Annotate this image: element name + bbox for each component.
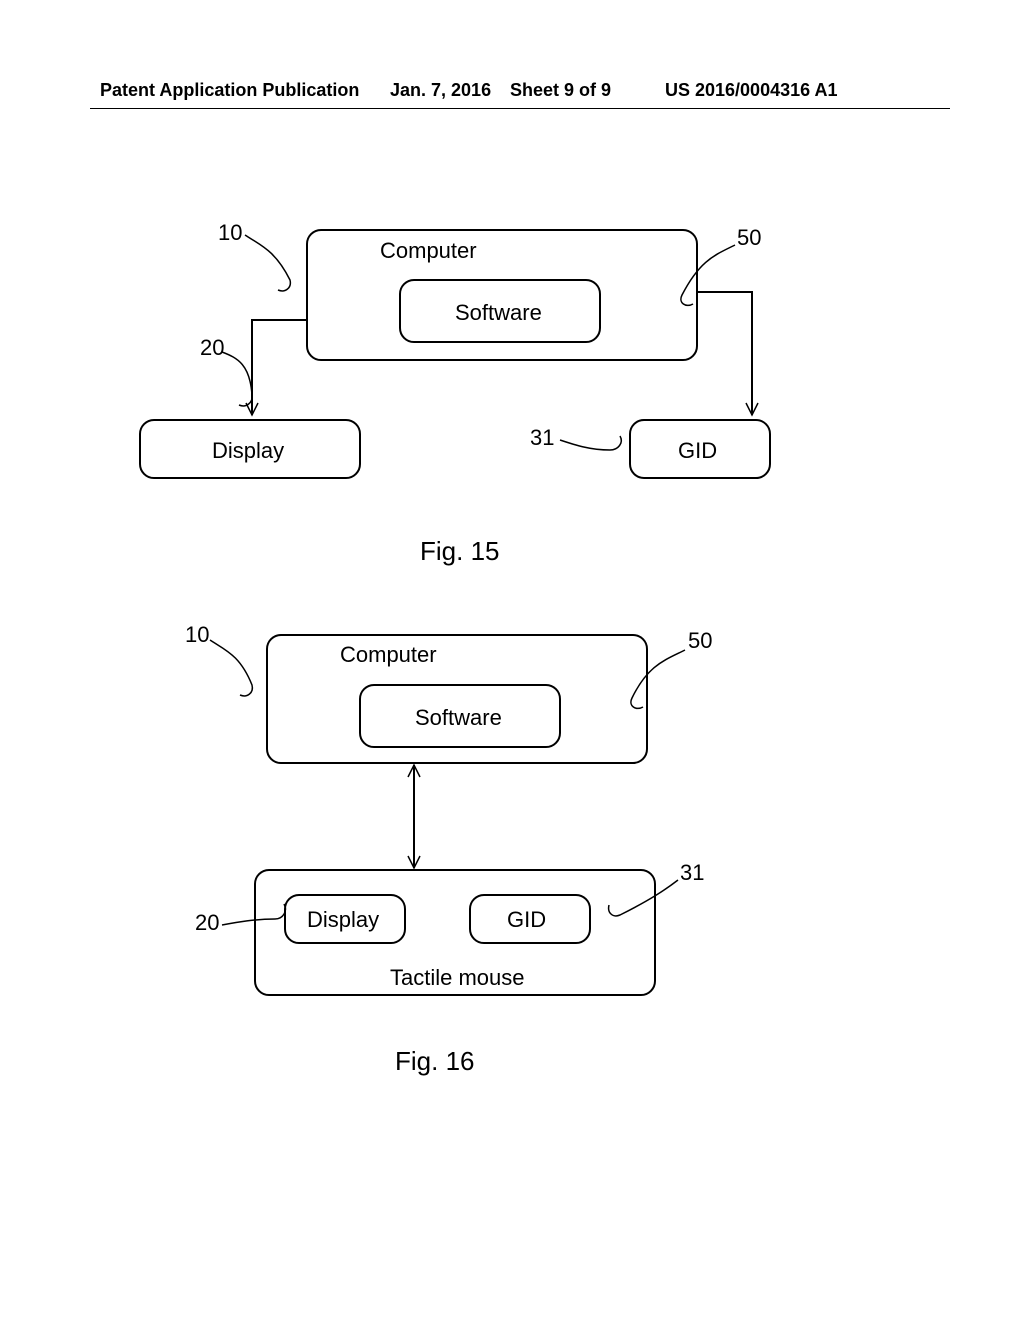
fig16-tactile-mouse-label: Tactile mouse (390, 965, 525, 990)
fig16-computer-box (267, 635, 647, 763)
fig15-arrow-to-display (252, 320, 307, 415)
fig16-computer-label: Computer (340, 642, 437, 667)
fig15-leader-10 (245, 235, 290, 291)
fig16-ref-10: 10 (185, 622, 209, 647)
fig16-display-label: Display (307, 907, 379, 932)
fig16-leader-10 (210, 640, 252, 696)
fig16-leader-31 (609, 880, 678, 916)
fig15-leader-20 (222, 352, 252, 406)
fig16-ref-31: 31 (680, 860, 704, 885)
fig16-leader-20 (222, 904, 285, 925)
fig15-display-label: Display (212, 438, 284, 463)
diagram-canvas: Computer Software Display GID 10 20 31 50 Fig. 1… (0, 0, 1024, 1320)
fig15-ref-10: 10 (218, 220, 242, 245)
fig16-gid-label: GID (507, 907, 546, 932)
fig16-caption: Fig. 16 (395, 1046, 475, 1076)
fig15-computer-label: Computer (380, 238, 477, 263)
fig15-gid-label: GID (678, 438, 717, 463)
fig15-ref-20: 20 (200, 335, 224, 360)
fig15-ref-50: 50 (737, 225, 761, 250)
fig15-software-label: Software (455, 300, 542, 325)
fig15-computer-box (307, 230, 697, 360)
fig15-caption: Fig. 15 (420, 536, 500, 566)
fig16-leader-50 (631, 650, 685, 708)
fig15-ref-31: 31 (530, 425, 554, 450)
fig15-arrow-to-gid (697, 292, 752, 415)
fig16-ref-20: 20 (195, 910, 219, 935)
fig15-leader-50 (681, 245, 735, 305)
fig15-leader-31 (560, 436, 621, 450)
fig16-ref-50: 50 (688, 628, 712, 653)
fig16-software-label: Software (415, 705, 502, 730)
